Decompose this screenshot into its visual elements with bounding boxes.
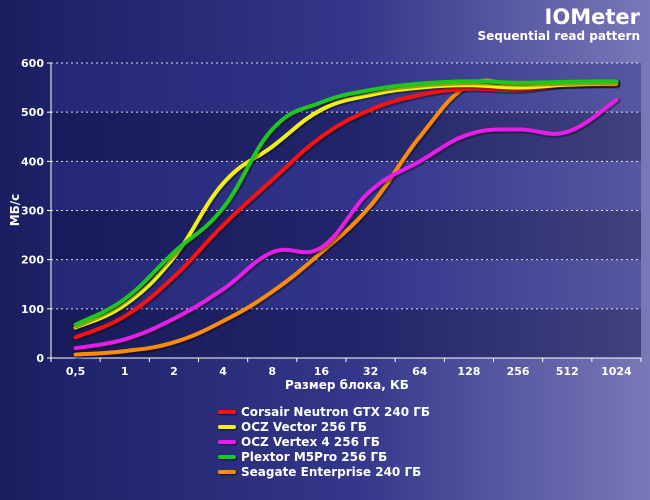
series-line <box>73 82 619 340</box>
plot-band <box>51 161 641 211</box>
legend-label: OCZ Vertex 4 256 ГБ <box>241 435 380 449</box>
series-line <box>73 78 619 357</box>
x-tick-label: 64 <box>412 365 428 378</box>
x-tick-label: 1 <box>121 365 129 378</box>
x-tick-label: 256 <box>507 365 530 378</box>
y-tick-label: 600 <box>21 57 44 70</box>
y-tick-label: 0 <box>36 352 44 365</box>
y-tick-label: 300 <box>21 205 44 218</box>
y-tick-label: 500 <box>21 106 44 119</box>
y-tick-label: 100 <box>21 303 44 316</box>
x-tick-label: 128 <box>457 365 480 378</box>
legend-label: OCZ Vector 256 ГБ <box>241 420 367 434</box>
y-axis-label: МБ/с <box>8 194 22 227</box>
x-axis-label: Размер блока, КБ <box>285 378 409 392</box>
x-tick-label: 4 <box>219 365 227 378</box>
y-tick-label: 400 <box>21 155 44 168</box>
x-tick-label: 0,5 <box>66 365 86 378</box>
x-tick-label: 32 <box>363 365 378 378</box>
chart-subtitle: Sequential read pattern <box>477 29 640 43</box>
x-tick-label: 2 <box>170 365 178 378</box>
x-tick-label: 512 <box>556 365 579 378</box>
x-tick-label: 16 <box>314 365 330 378</box>
series-line <box>73 81 619 330</box>
legend-label: Seagate Enterprise 240 ГБ <box>241 465 421 479</box>
y-tick-label: 200 <box>21 254 44 267</box>
x-tick-label: 8 <box>268 365 276 378</box>
series-line <box>73 79 619 327</box>
legend-label: Plextor M5Pro 256 ГБ <box>241 450 387 464</box>
series-line <box>73 97 619 351</box>
x-tick-label: 1024 <box>601 365 632 378</box>
chart-title: IOMeter <box>545 5 641 29</box>
legend-label: Corsair Neutron GTX 240 ГБ <box>241 405 430 419</box>
